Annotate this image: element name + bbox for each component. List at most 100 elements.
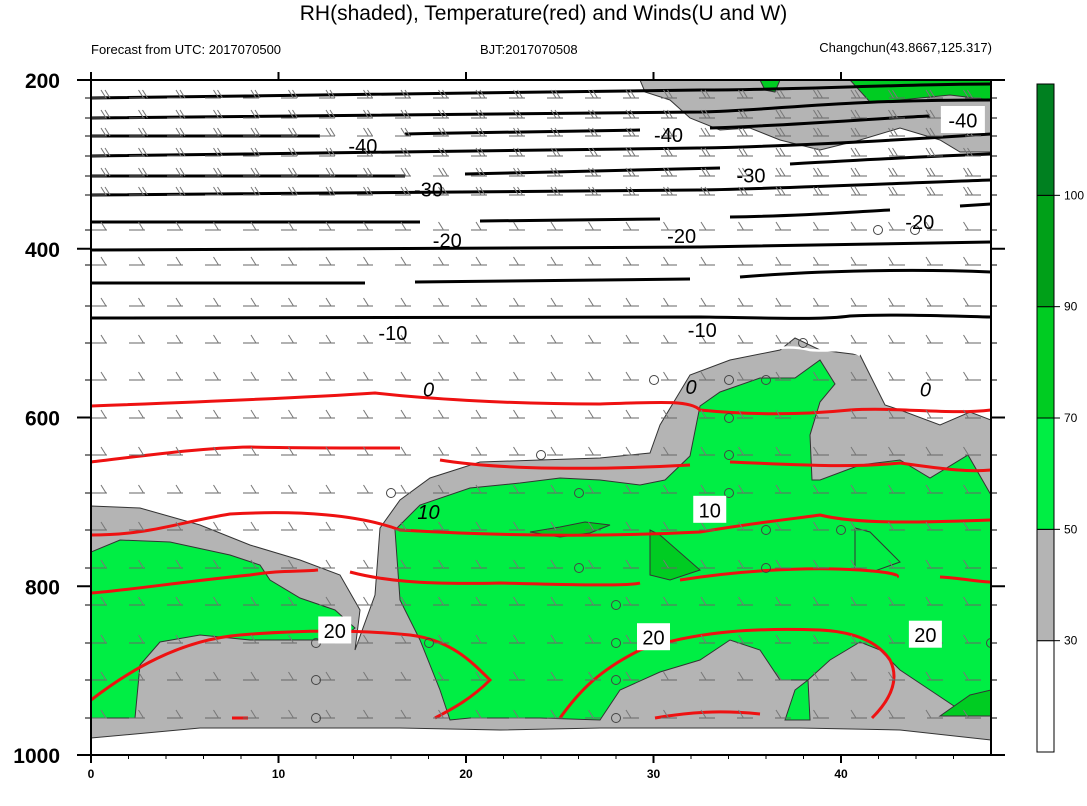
wind-barb [588,221,594,231]
wind-barb [588,671,594,681]
wind-barb [963,409,969,419]
wind-barb [213,186,219,196]
wind-barb [250,167,257,177]
wind-barb [438,221,444,231]
wind-barb [929,109,936,119]
wind-barb [367,127,373,137]
wind-barb [963,446,969,456]
wind-barb [367,167,373,177]
wind-barb [929,127,936,137]
isotherm-line [91,152,991,178]
wind-barb [400,186,407,196]
wind-barb [475,256,482,266]
wind-barb [888,89,894,99]
wind-barb [363,109,369,119]
rh-shade-green-patch-bottom [784,679,811,721]
wind-barb [288,89,294,99]
wind-barb [475,671,482,681]
wind-barb [325,446,332,456]
wind-barb [288,256,294,266]
wind-barb [817,89,823,99]
wind-barb [925,484,932,494]
wind-barb [700,256,707,266]
isotherm-line [91,82,991,100]
wind-barb [438,256,444,266]
wind-barb [963,559,969,569]
wind-barb [475,334,482,344]
isotherm-line [91,178,991,197]
wind-barb [925,521,932,531]
wind-barb [963,297,969,307]
wind-barb [363,147,369,157]
wind-barb [217,89,223,99]
wind-barb [625,334,632,344]
wind-barb [513,671,519,681]
wind-barb [138,186,144,196]
wind-barb [213,147,219,157]
colorbar-bin [1036,528,1055,642]
wind-barb [288,409,294,419]
wind-barb [738,297,744,307]
wind-barb [142,89,148,99]
wind-barb [325,484,332,494]
wind-barb [138,671,144,681]
wind-barb [700,559,707,569]
wind-barb [288,596,294,606]
wind-barb [104,109,111,119]
contour-label: -30 [737,165,766,187]
wind-barb [925,596,932,606]
wind-barb [813,297,819,307]
wind-barb [438,147,444,157]
wind-barb [925,256,932,266]
wind-barb [175,297,182,307]
wind-barb [738,709,744,719]
wind-barb [775,559,782,569]
wind-barb [438,89,444,99]
isotherm-line [91,445,991,473]
wind-barb [213,484,219,494]
wind-barb [250,559,257,569]
wind-barb [925,334,932,344]
wind-barb [513,409,519,419]
wind-barb [100,709,107,719]
wind-barb [100,446,107,456]
wind-barb [475,147,482,157]
wind-barb [588,167,594,177]
wind-barb [250,596,257,606]
y-tick-label: 1000 [13,745,60,768]
wind-barb [779,147,786,157]
wind-barb [550,521,557,531]
wind-barb [250,147,257,157]
wind-barb [625,596,632,606]
wind-barb [217,147,223,157]
wind-barb [625,371,632,381]
wind-barb [629,127,636,137]
wind-barb [888,127,894,137]
wind-barb [817,186,823,196]
wind-barb [588,256,594,266]
wind-barb [363,521,369,531]
wind-barb [513,256,519,266]
wind-barb [550,709,557,719]
wind-barb [663,147,669,157]
wind-barb [400,89,407,99]
wind-barb [813,147,819,157]
wind-barb [888,409,894,419]
wind-barb [288,371,294,381]
wind-barb [775,709,782,719]
rh-shade-darkgreen-3 [938,689,991,717]
wind-barb [625,484,632,494]
wind-barb [138,334,144,344]
wind-barb [700,89,707,99]
wind-barb [475,409,482,419]
wind-barb [813,89,819,99]
wind-barb [667,109,673,119]
wind-barb [550,167,557,177]
wind-barb [817,167,823,177]
contour-label: -40 [948,111,977,133]
wind-barb [888,186,894,196]
wind-barb [850,709,857,719]
wind-barb [554,127,561,137]
wind-barb [625,167,632,177]
wind-barb [663,167,669,177]
